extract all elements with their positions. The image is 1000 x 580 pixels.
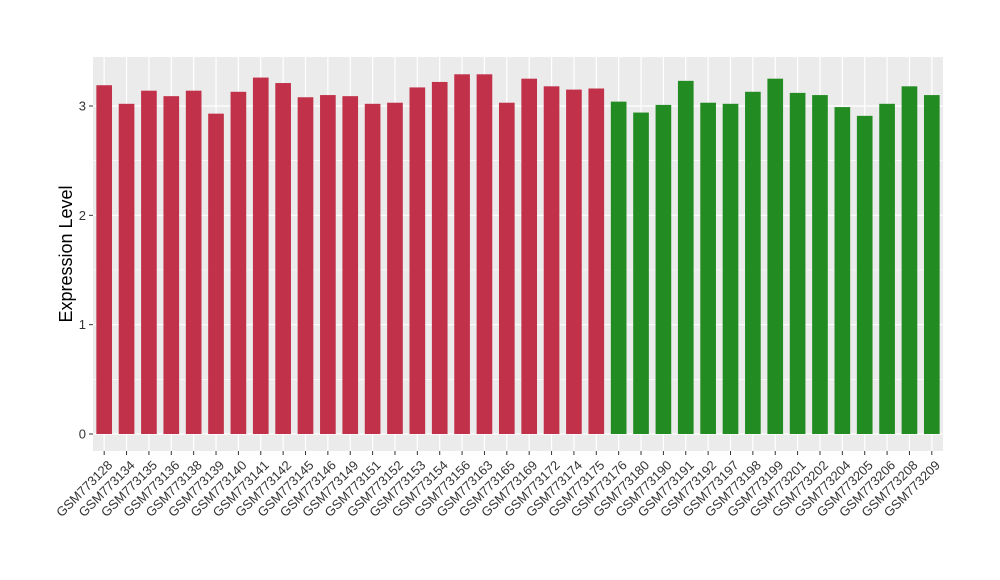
bar-GSM773163 [476,74,493,434]
bar-GSM773165 [498,102,515,434]
bar-GSM773176 [610,101,627,435]
bar-GSM773153 [409,87,426,434]
bar-GSM773204 [834,107,851,435]
bar-GSM773205 [856,115,873,434]
bar-GSM773202 [812,95,828,435]
bar-GSM773141 [252,77,269,434]
x-axis: GSM773128GSM773134GSM773135GSM773136GSM7… [53,451,943,520]
bar-GSM773206 [879,103,895,435]
bar-GSM773151 [364,103,381,435]
y-tick-label: 3 [79,99,86,114]
bar-GSM773169 [521,78,538,435]
bar-GSM773190 [655,104,672,434]
bar-GSM773154 [431,81,448,435]
bar-GSM773140 [230,91,247,434]
bar-GSM773191 [677,80,694,434]
bars [96,74,940,435]
bar-GSM773172 [543,86,560,434]
y-axis: 0 1 2 3 [79,99,93,442]
bar-GSM773146 [320,95,336,435]
bar-GSM773198 [745,91,761,434]
bar-GSM773199 [767,78,784,435]
bar-GSM773145 [297,97,314,435]
bar-GSM773208 [901,86,918,434]
y-tick-label: 1 [79,317,86,332]
bar-GSM773174 [566,89,582,434]
bar-GSM773197 [722,103,739,435]
bar-GSM773201 [789,92,806,434]
bar-GSM773128 [96,85,113,434]
bar-GSM773139 [208,113,224,435]
bar-GSM773142 [275,83,291,434]
bar-GSM773136 [163,96,180,434]
bar-GSM773156 [454,74,470,434]
bar-GSM773135 [141,90,157,435]
bar-GSM773192 [700,102,716,434]
bar-GSM773134 [118,103,135,435]
bar-GSM773180 [633,112,649,434]
y-tick-label: 2 [79,208,86,223]
y-tick-label: 0 [79,427,86,442]
bar-GSM773175 [588,88,605,435]
bar-GSM773149 [342,96,359,434]
bar-GSM773138 [185,90,202,435]
y-axis-title: Expression Level [56,185,76,322]
bar-GSM773209 [923,95,940,435]
bar-GSM773152 [387,102,403,434]
